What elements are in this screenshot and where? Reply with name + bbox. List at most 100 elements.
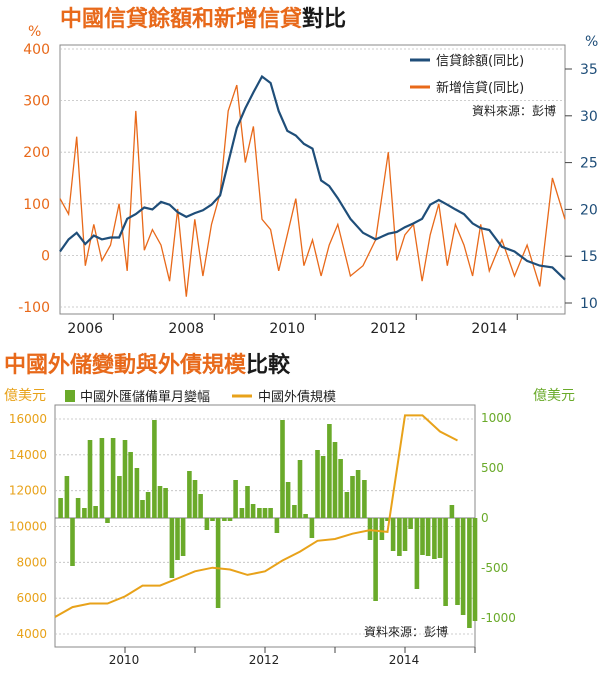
chart1-left-tick: -100 [18, 300, 50, 316]
chart2-bar [105, 518, 110, 523]
chart1-left-tick: 300 [23, 94, 50, 110]
chart1-x-tick: 2014 [471, 321, 507, 337]
chart2-right-tick: -1000 [481, 611, 516, 625]
chart2-bar [379, 518, 385, 540]
chart2-left-tick: 6000 [16, 591, 47, 605]
chart2-bar [187, 471, 192, 518]
chart2-left-tick: 14000 [9, 448, 47, 462]
chart1-right-tick: 10 [580, 296, 598, 312]
chart2-left-tick: 8000 [16, 555, 47, 569]
chart2-x-tick: 2010 [109, 653, 140, 667]
chart2-bar [64, 476, 70, 518]
chart2-right-tick: -500 [481, 561, 508, 575]
chart2-bar [239, 508, 245, 518]
chart2-bar [152, 420, 157, 518]
chart2-bar [134, 468, 140, 518]
chart1-right-axis: 35 30 25 20 15 10 [565, 62, 598, 312]
chart2-bar [332, 442, 338, 518]
chart1-source: 資料來源：彭博 [472, 103, 556, 118]
chart1-x-axis: 2006 2008 2010 2012 2014 [67, 314, 518, 337]
chart2-bar [93, 506, 98, 518]
chart2-bar [385, 518, 390, 521]
chart1-legend-label-balance: 信貸餘額(同比) [436, 53, 524, 69]
chart2-bar [262, 508, 268, 518]
chart1-left-unit: % [28, 24, 41, 40]
chart2-bar [355, 470, 361, 518]
chart2-bar [257, 508, 262, 518]
chart2-bar [315, 450, 320, 518]
chart2-bar [297, 460, 303, 518]
chart2-bar [455, 518, 460, 605]
chart2-bar [233, 480, 238, 518]
chart2-bar [274, 518, 280, 533]
chart2-title-part1: 中國外儲變動與外債規模 [4, 352, 247, 378]
chart1-title: 中國信貸餘額和新增信貸對比 [60, 6, 346, 32]
chart2-bar [87, 440, 93, 518]
chart2-x-tick: 2012 [249, 653, 280, 667]
chart2-bar [157, 486, 163, 518]
chart1-x-tick: 2010 [269, 321, 305, 337]
chart1-title-part2: 對比 [302, 7, 346, 32]
chart1-left-tick: 400 [23, 42, 50, 58]
chart2-right-tick: 500 [481, 461, 504, 475]
chart2-bar [163, 488, 168, 518]
chart2-bar [309, 518, 315, 538]
chart1-title-part1: 中國信貸餘額和新增信貸 [60, 6, 302, 32]
chart2-bar [432, 518, 437, 559]
chart1-grid [60, 48, 565, 308]
chart2-bar [99, 438, 105, 518]
chart2-bar [320, 456, 326, 518]
chart1-right-tick: 15 [580, 249, 598, 265]
chart2-bar [327, 424, 332, 518]
chart2-bar [362, 480, 367, 518]
chart2-bar [425, 518, 431, 556]
chart2-series-external-debt-line [54, 414, 458, 618]
chart2-bar [245, 486, 250, 518]
chart2-bar [169, 518, 175, 578]
chart1-right-unit: % [585, 34, 598, 50]
chart2-bar [373, 518, 378, 601]
chart2-bar [204, 518, 210, 530]
chart2-bar [397, 518, 402, 556]
chart1-legend-label-new: 新增信貸(同比) [436, 80, 524, 96]
chart1-x-tick: 2012 [370, 321, 406, 337]
chart2-bar [437, 518, 443, 558]
chart2-left-tick: 10000 [9, 520, 47, 534]
chart1-x-tick: 2006 [67, 321, 103, 337]
chart1-plot-frame [59, 44, 566, 315]
chart2-bar [222, 518, 227, 521]
chart2-bar [122, 440, 128, 518]
chart2-left-tick: 16000 [9, 412, 47, 426]
chart2-bar [285, 482, 291, 518]
chart2-bar [443, 518, 448, 606]
chart1-left-tick: 200 [23, 145, 50, 161]
chart2-bar [472, 518, 478, 621]
chart2-bar [268, 508, 273, 518]
chart2-x-axis: 2010 2012 2014 [109, 647, 476, 667]
chart2-right-unit: 億美元 [533, 388, 575, 404]
chart2-left-tick: 12000 [9, 484, 47, 498]
chart2-bar [140, 500, 145, 518]
chart2-legend-label-reserves: 中國外匯儲備單月變幅 [80, 389, 210, 405]
chart2-bar [82, 508, 87, 518]
chart2-bars [58, 420, 478, 628]
chart2-bar [250, 504, 256, 518]
chart2-bar [128, 452, 133, 518]
chart2-bar [303, 514, 308, 518]
chart2-bar [110, 438, 116, 518]
chart2-source: 資料來源：彭博 [364, 624, 448, 639]
chart2-bar [402, 518, 408, 551]
chart2-bar [145, 492, 151, 518]
chart2-right-tick: 0 [481, 511, 489, 525]
chart1-left-axis: 400 300 200 100 0 -100 [18, 42, 50, 316]
chart1-right-tick: 25 [580, 156, 598, 172]
chart2-bar [367, 518, 373, 540]
chart2-bar [420, 518, 425, 555]
chart2-legend: 中國外匯儲備單月變幅 中國外債規模 資料來源：彭博 [65, 389, 448, 639]
chart2-bar [58, 498, 63, 518]
chart2-bar [460, 518, 466, 615]
chart2-x-tick: 2014 [389, 653, 420, 667]
chart1-right-tick: 30 [580, 109, 598, 125]
chart2-legend-swatch-reserves [65, 390, 75, 402]
chart2-left-tick: 4000 [16, 627, 47, 641]
